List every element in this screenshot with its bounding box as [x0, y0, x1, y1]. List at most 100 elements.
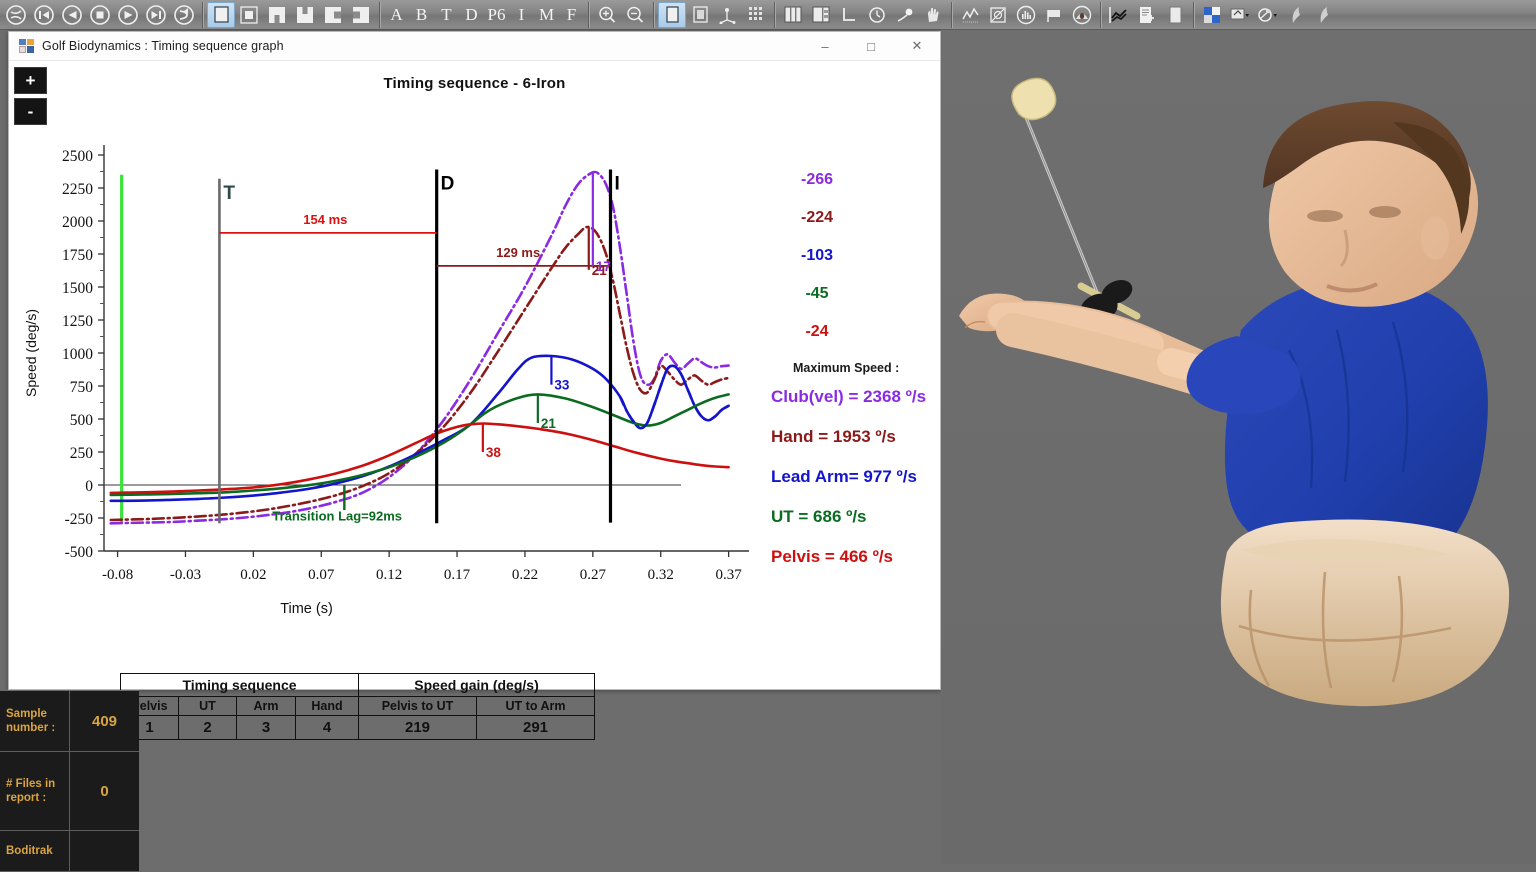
- final-controls: [1198, 1, 1338, 29]
- toolbar-separator: [379, 1, 380, 28]
- zoom-out-icon[interactable]: [621, 2, 649, 28]
- x-tick-label: 0.12: [376, 567, 402, 583]
- clock-icon[interactable]: [863, 2, 891, 28]
- redo-icon[interactable]: [1310, 2, 1338, 28]
- toolbar-separator: [1193, 1, 1194, 28]
- page-icon[interactable]: [1161, 2, 1189, 28]
- letter-b-button[interactable]: B: [415, 4, 428, 24]
- boditrak-label: Boditrak: [0, 831, 70, 871]
- col-header-ut: UT: [178, 696, 237, 716]
- skip-forward-icon[interactable]: [170, 2, 198, 28]
- y-tick-label: 250: [70, 445, 94, 462]
- two-column-icon[interactable]: [779, 2, 807, 28]
- col-header-hand: Hand: [295, 696, 359, 716]
- flag-icon[interactable]: [1040, 2, 1068, 28]
- letter-i-button[interactable]: I: [518, 4, 525, 24]
- angle-icon[interactable]: [835, 2, 863, 28]
- grid-icon[interactable]: [742, 2, 770, 28]
- trend-chart-icon[interactable]: [1105, 2, 1133, 28]
- value-pelvis-to-ut: 219: [358, 715, 477, 740]
- lead-arm-offset-value: -103: [800, 247, 834, 264]
- golf-ball-icon[interactable]: [891, 2, 919, 28]
- zoom-in-button[interactable]: +: [14, 67, 47, 94]
- main-toolbar: A B T D P6 I M F: [0, 0, 1536, 30]
- toolbar-separator: [202, 1, 203, 28]
- step-forward-icon[interactable]: [142, 2, 170, 28]
- letter-m-button[interactable]: M: [538, 4, 555, 24]
- table-group-header-row: Timing sequence Speed gain (deg/s): [120, 673, 595, 697]
- skip-back-icon[interactable]: [30, 2, 58, 28]
- arc-gauge-icon[interactable]: [1068, 2, 1096, 28]
- x-tick-label: 0.32: [648, 567, 674, 583]
- maximum-speed-label: Maximum Speed :: [793, 361, 900, 375]
- timing-sequence-plot: -500 -250 0 250 500 750 1000 1250 1500 1750 2000 22…: [23, 145, 749, 617]
- frame-left-icon[interactable]: [347, 2, 375, 28]
- letter-f-button[interactable]: F: [566, 4, 577, 24]
- monitor-dropdown-icon[interactable]: [1226, 2, 1254, 28]
- speed-gain-group-header: Speed gain (deg/s): [358, 673, 595, 697]
- line-chart-icon[interactable]: [956, 2, 984, 28]
- frame-full-icon[interactable]: [207, 1, 235, 28]
- x-tick-label: 0.37: [716, 567, 743, 583]
- y-tick-label: 2250: [62, 181, 93, 198]
- scatter-plot-icon[interactable]: [984, 2, 1012, 28]
- letter-t-button[interactable]: T: [441, 4, 452, 24]
- golfer-3d-view[interactable]: [941, 30, 1536, 864]
- frame-small-icon[interactable]: [235, 2, 263, 28]
- play-icon[interactable]: [114, 2, 142, 28]
- pelvis-max-speed: Pelvis = 466 º/s: [771, 547, 893, 566]
- bar-chart-icon[interactable]: [1012, 2, 1040, 28]
- report-controls: [1105, 1, 1189, 29]
- window-controls: – □ ✕: [802, 32, 940, 61]
- maximize-button[interactable]: □: [867, 38, 875, 54]
- window-title: Golf Biodynamics : Timing sequence graph: [42, 39, 284, 53]
- arm-peak-offset: 33: [554, 378, 570, 393]
- new-report-icon[interactable]: [1133, 2, 1161, 28]
- x-tick-label: 0.17: [444, 567, 471, 583]
- refresh-cycle-icon[interactable]: [2, 2, 30, 28]
- window-titlebar[interactable]: Golf Biodynamics : Timing sequence graph…: [9, 32, 940, 61]
- stop-icon[interactable]: [86, 2, 114, 28]
- glove-icon[interactable]: [919, 2, 947, 28]
- timing-sequence-table: Timing sequence Speed gain (deg/s) Pelvi…: [120, 673, 595, 740]
- y-tick-label: 2500: [62, 148, 93, 165]
- step-back-icon[interactable]: [58, 2, 86, 28]
- zoom-out-button[interactable]: -: [14, 98, 47, 125]
- pelvis-offset-value: -24: [805, 323, 829, 340]
- x-tick-label: 0.07: [308, 567, 335, 583]
- series-line-lead-arm: [109, 354, 730, 503]
- hand-max-speed: Hand = 1953 º/s: [771, 427, 896, 446]
- zoom-in-icon[interactable]: [593, 2, 621, 28]
- frame-split-top-icon[interactable]: [263, 2, 291, 28]
- panel-detail-icon[interactable]: [686, 2, 714, 28]
- settings-dropdown-icon[interactable]: [1254, 2, 1282, 28]
- frame-split-bottom-icon[interactable]: [291, 2, 319, 28]
- letter-a-button[interactable]: A: [390, 4, 403, 24]
- x-tick-label: -0.03: [170, 567, 201, 583]
- x-tick-label: 0.22: [512, 567, 538, 583]
- axes-3d-icon[interactable]: [714, 2, 742, 28]
- table-row: 1 2 3 4 219 291: [120, 715, 595, 740]
- playback-controls: [2, 1, 198, 29]
- toolbar-separator: [588, 1, 589, 28]
- colors-icon[interactable]: [1198, 2, 1226, 28]
- x-tick-label: 0.27: [580, 567, 607, 583]
- boditrak-value: [70, 831, 139, 871]
- series-line-pelvis: [109, 422, 730, 495]
- speed-readout-panel: -266 -224 -103 -45 -24 Maximum Speed : Club(…: [771, 171, 951, 587]
- y-tick-label: 0: [85, 478, 93, 495]
- minimize-button[interactable]: –: [821, 38, 829, 54]
- close-button[interactable]: ✕: [911, 38, 923, 53]
- letter-d-button[interactable]: D: [465, 4, 478, 24]
- letter-p6-button[interactable]: P6: [487, 4, 506, 24]
- undo-icon[interactable]: [1282, 2, 1310, 28]
- sidebar-icon[interactable]: [807, 2, 835, 28]
- toolbar-separator: [1100, 1, 1101, 28]
- t-to-d-duration: 154 ms: [303, 212, 347, 227]
- x-tick-label: -0.08: [102, 567, 133, 583]
- ut-offset-value: -45: [805, 285, 829, 302]
- panel-single-icon[interactable]: [658, 1, 686, 28]
- club-max-speed: Club(vel) = 2368 º/s: [771, 387, 927, 406]
- letter-shortcuts: A B T D P6 I M F: [384, 1, 584, 29]
- frame-right-icon[interactable]: [319, 2, 347, 28]
